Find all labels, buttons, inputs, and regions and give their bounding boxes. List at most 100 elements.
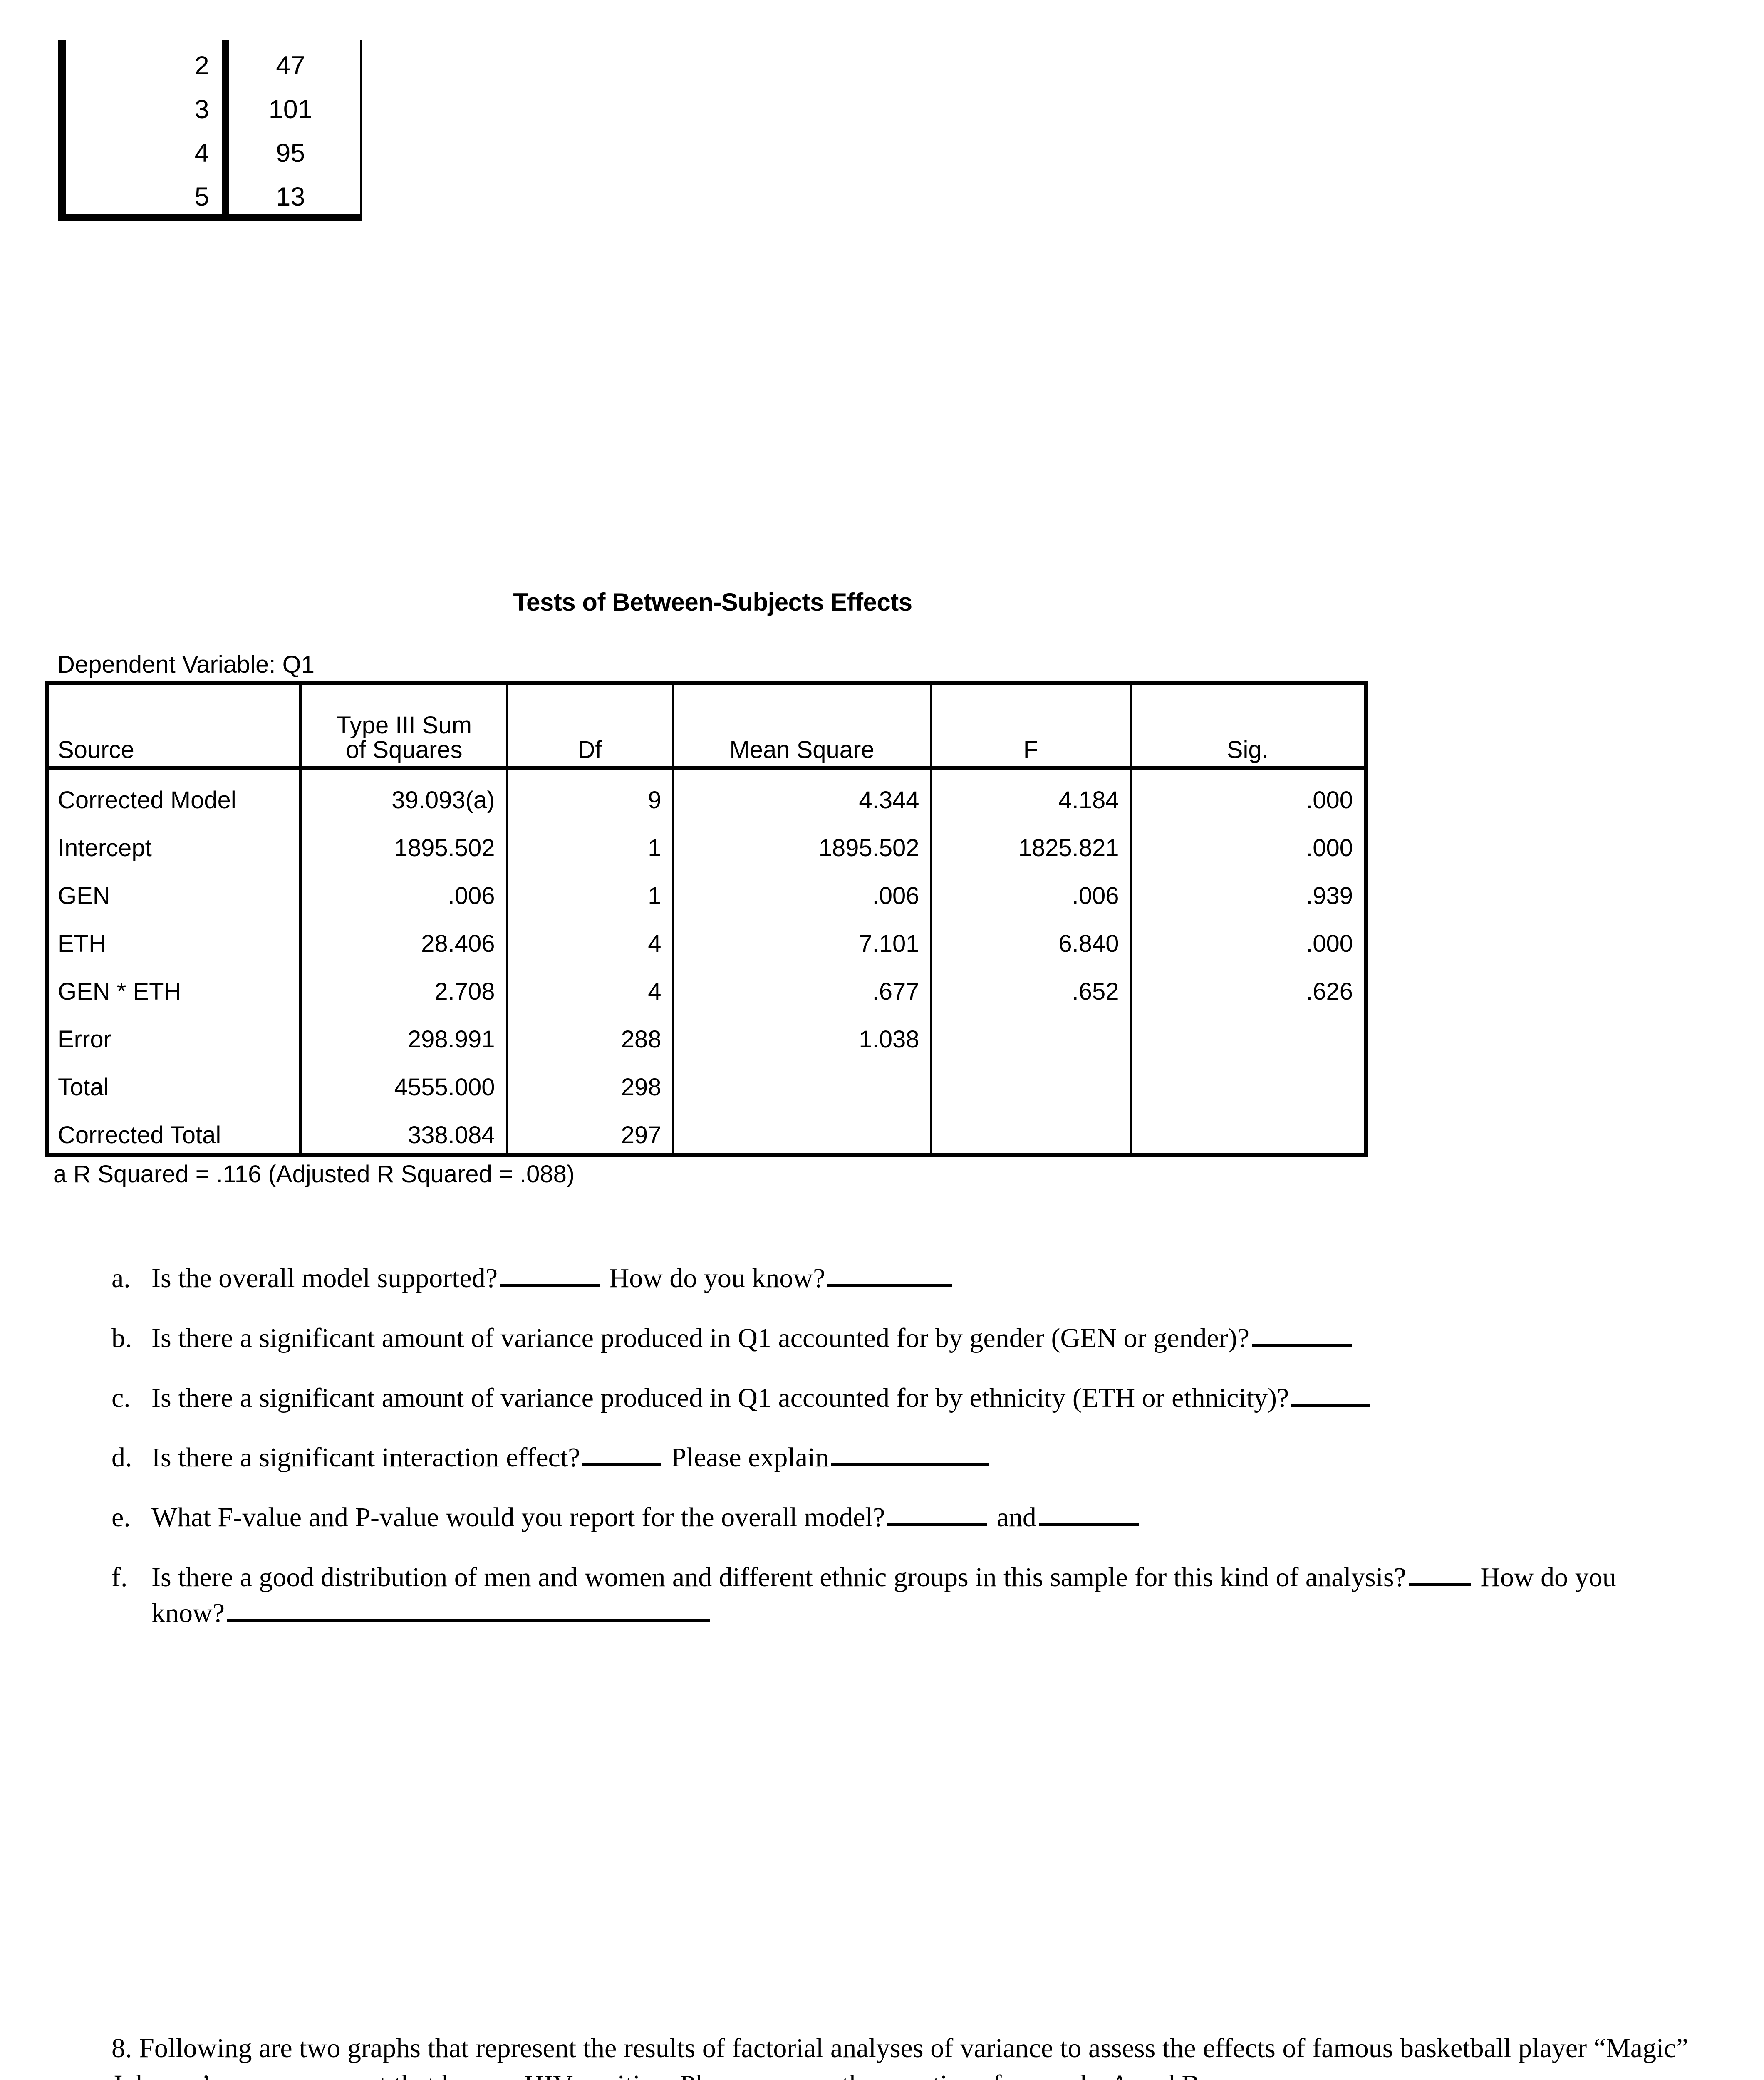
question-text-part2: Please explain <box>671 1442 829 1473</box>
closing-paragraph: 8. Following are two graphs that represe… <box>111 2033 1688 2080</box>
table-row: GEN * ETH 2.708 4 .677 .652 .626 <box>47 962 1366 1010</box>
ss-header-line1: Type III Sum <box>336 711 472 739</box>
fragment-key: 4 <box>66 127 229 171</box>
question-body: Is the overall model supported? How do y… <box>151 1260 1688 1296</box>
answer-blank[interactable] <box>500 1262 600 1287</box>
fragment-key: 2 <box>66 40 229 83</box>
fragment-value: 101 <box>225 83 362 127</box>
cell-df: 297 <box>506 1105 674 1155</box>
fragment-value: 47 <box>225 40 362 83</box>
cell-df: 9 <box>506 768 674 818</box>
anova-table-body: Corrected Model 39.093(a) 9 4.344 4.184 … <box>47 768 1366 1155</box>
answer-blank[interactable] <box>1038 1501 1139 1527</box>
cell-f: 4.184 <box>931 768 1132 818</box>
cell-sig <box>1131 1105 1366 1155</box>
table-row: 2 47 <box>66 40 362 83</box>
question-text-part1: What F-value and P-value would you repor… <box>151 1502 885 1533</box>
fragment-value: 95 <box>225 127 362 171</box>
cell-df: 1 <box>506 818 674 866</box>
question-text-part2: and <box>996 1502 1036 1533</box>
cell-df: 1 <box>506 866 674 914</box>
question-body: Is there a good distribution of men and … <box>151 1560 1688 1631</box>
ss-header-line2: of Squares <box>345 736 463 763</box>
cell-source: Error <box>47 1010 302 1057</box>
fragment-value: 13 <box>225 171 362 214</box>
question-text-part2: How do you know? <box>151 1562 1616 1628</box>
cell-df: 4 <box>506 962 674 1010</box>
column-header-mean-square: Mean Square <box>673 683 932 768</box>
cell-source: Corrected Total <box>47 1105 302 1155</box>
list-item: f. Is there a good distribution of men a… <box>111 1560 1688 1631</box>
cell-sum-of-squares: 4555.000 <box>300 1057 508 1105</box>
question-text-part1: Is there a good distribution of men and … <box>151 1562 1406 1592</box>
cell-mean-square: 1.038 <box>673 1010 932 1057</box>
cell-sig: .626 <box>1306 978 1353 1005</box>
answer-blank[interactable] <box>1251 1322 1352 1347</box>
cell-mean-square: 7.101 <box>673 914 932 962</box>
cell-sig: .939 <box>1306 882 1353 909</box>
list-item: b. Is there a significant amount of vari… <box>111 1320 1688 1356</box>
answer-blank[interactable] <box>887 1501 988 1527</box>
question-marker: b. <box>111 1322 132 1353</box>
question-text-part1: Is there a significant interaction effec… <box>151 1442 580 1473</box>
cell-sig <box>1131 1057 1366 1105</box>
question-text-part1: Is there a significant amount of varianc… <box>151 1382 1289 1413</box>
fragment-table-grid: 2 47 3 101 4 95 5 13 <box>66 40 362 214</box>
answer-blank[interactable] <box>227 1597 710 1622</box>
table-row: 5 13 <box>66 171 362 214</box>
cell-mean-square: .677 <box>673 962 932 1010</box>
table-row: Error 298.991 288 1.038 <box>47 1010 1366 1057</box>
cell-sum-of-squares: .006 <box>300 866 508 914</box>
cell-sum-of-squares: 338.084 <box>300 1105 508 1155</box>
answer-blank[interactable] <box>1291 1382 1371 1407</box>
anova-header-row: Source Type III Sum of Squares Df Mean S… <box>47 683 1366 768</box>
cell-f: .006 <box>931 866 1132 914</box>
cell-sig: .000 <box>1306 787 1353 814</box>
cell-mean-square <box>673 1105 932 1155</box>
question-text-part2: How do you know? <box>609 1263 825 1293</box>
list-item: a. Is the overall model supported? How d… <box>111 1260 1688 1296</box>
cell-source: ETH <box>47 914 302 962</box>
question-list: a. Is the overall model supported? How d… <box>111 1260 1688 1655</box>
cell-source: GEN * ETH <box>47 962 302 1010</box>
cell-source: Corrected Model <box>47 768 302 818</box>
table-row: GEN .006 1 .006 .006 .939 <box>47 866 1366 914</box>
fragment-table-body: 2 47 3 101 4 95 5 13 <box>66 40 362 214</box>
anova-table-head: Source Type III Sum of Squares Df Mean S… <box>47 683 1366 768</box>
cell-f: .652 <box>931 962 1132 1010</box>
cell-f <box>931 1105 1132 1155</box>
table-row: Intercept 1895.502 1 1895.502 1825.821 .… <box>47 818 1366 866</box>
answer-blank[interactable] <box>582 1442 662 1467</box>
table-row: Total 4555.000 298 <box>47 1057 1366 1105</box>
answer-blank[interactable] <box>1408 1561 1471 1586</box>
list-item: d. Is there a significant interaction ef… <box>111 1440 1688 1476</box>
cell-sig: .000 <box>1306 930 1353 957</box>
column-header-source: Source <box>47 683 302 768</box>
cell-f <box>931 1010 1132 1057</box>
cell-sig <box>1131 1010 1366 1057</box>
answer-blank[interactable] <box>831 1442 990 1467</box>
fragment-key: 5 <box>66 171 229 214</box>
question-marker: d. <box>111 1442 132 1473</box>
cell-sum-of-squares: 2.708 <box>300 962 508 1010</box>
column-header-sum-of-squares: Type III Sum of Squares <box>300 683 508 768</box>
cell-source: Total <box>47 1057 302 1105</box>
answer-blank[interactable] <box>827 1262 953 1287</box>
question-text-part1: Is there a significant amount of varianc… <box>151 1322 1249 1353</box>
question-body: What F-value and P-value would you repor… <box>151 1500 1688 1535</box>
fragment-key: 3 <box>66 83 229 127</box>
column-header-f: F <box>931 683 1132 768</box>
anova-footnote: a R Squared = .116 (Adjusted R Squared =… <box>53 1161 575 1188</box>
fragment-table: 2 47 3 101 4 95 5 13 <box>58 40 362 221</box>
anova-table: Source Type III Sum of Squares Df Mean S… <box>45 681 1368 1157</box>
table-row: Corrected Model 39.093(a) 9 4.344 4.184 … <box>47 768 1366 818</box>
column-header-df: Df <box>506 683 674 768</box>
cell-f <box>931 1057 1132 1105</box>
question-body: Is there a significant amount of varianc… <box>151 1380 1688 1416</box>
cell-source: Intercept <box>47 818 302 866</box>
question-text-part1: Is the overall model supported? <box>151 1263 498 1293</box>
list-item: e. What F-value and P-value would you re… <box>111 1500 1688 1535</box>
cell-f: 6.840 <box>931 914 1132 962</box>
cell-sum-of-squares: 1895.502 <box>300 818 508 866</box>
table-row: ETH 28.406 4 7.101 6.840 .000 <box>47 914 1366 962</box>
